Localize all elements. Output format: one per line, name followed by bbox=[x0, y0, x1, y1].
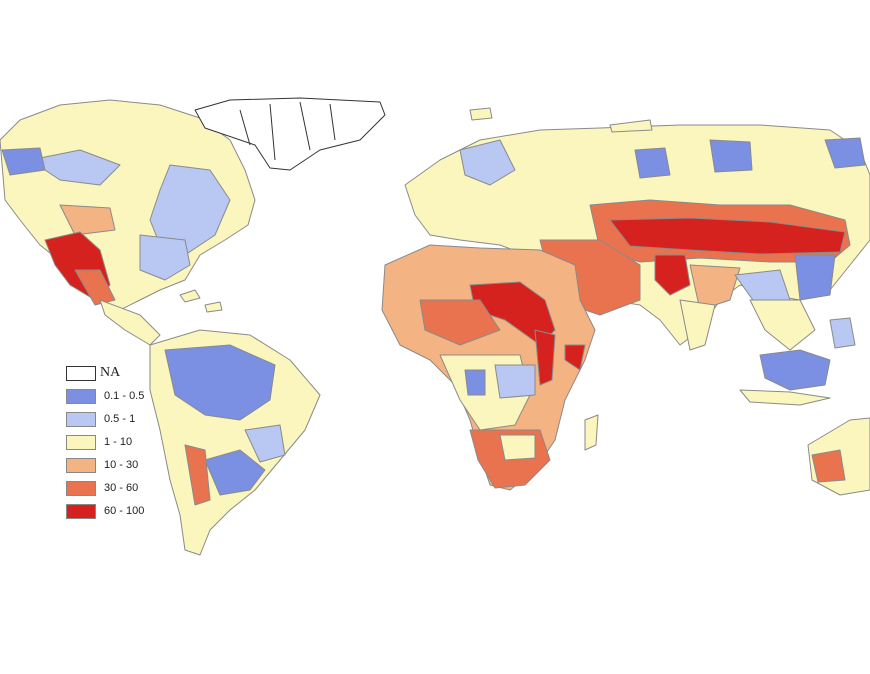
legend-label: 10 - 30 bbox=[104, 459, 138, 471]
region-central-america bbox=[100, 300, 160, 345]
region-nw-canada-blue bbox=[2, 148, 45, 175]
legend-label: 0.1 - 0.5 bbox=[104, 390, 144, 402]
region-india-south bbox=[680, 300, 715, 350]
legend-item-na: NA bbox=[66, 362, 144, 384]
legend-swatch bbox=[66, 389, 96, 404]
legend-swatch bbox=[66, 458, 96, 473]
region-south-china-blue bbox=[795, 255, 835, 300]
legend-swatch bbox=[66, 435, 96, 450]
region-siberia-blue bbox=[635, 148, 670, 178]
region-indonesia-yellow bbox=[740, 390, 830, 405]
region-australia-orange bbox=[812, 450, 845, 482]
region-indochina bbox=[750, 300, 815, 350]
legend-label: 1 - 10 bbox=[104, 436, 132, 448]
legend: NA 0.1 - 0.5 0.5 - 1 1 - 10 10 - 30 30 -… bbox=[66, 362, 144, 523]
legend-label: NA bbox=[100, 365, 120, 381]
legend-swatch bbox=[66, 412, 96, 427]
legend-label: 60 - 100 bbox=[104, 505, 144, 517]
legend-label: 0.5 - 1 bbox=[104, 413, 135, 425]
region-gulf-blue bbox=[465, 370, 485, 395]
region-indonesia-blue bbox=[760, 350, 830, 390]
legend-item-10-30: 10 - 30 bbox=[66, 454, 144, 476]
region-southern-africa-yellow bbox=[500, 435, 535, 460]
region-madagascar bbox=[585, 415, 598, 450]
region-east-siberia-blue bbox=[710, 140, 752, 172]
legend-item-30-60: 30 - 60 bbox=[66, 477, 144, 499]
legend-item-60-100: 60 - 100 bbox=[66, 500, 144, 522]
legend-swatch bbox=[66, 504, 96, 519]
region-congo-blue bbox=[495, 365, 535, 398]
legend-item-0-1-0-5: 0.1 - 0.5 bbox=[66, 385, 144, 407]
legend-label: 30 - 60 bbox=[104, 482, 138, 494]
region-philippines bbox=[830, 318, 855, 348]
legend-item-1-10: 1 - 10 bbox=[66, 431, 144, 453]
legend-swatch bbox=[66, 366, 96, 381]
legend-swatch bbox=[66, 481, 96, 496]
legend-item-0-5-1: 0.5 - 1 bbox=[66, 408, 144, 430]
